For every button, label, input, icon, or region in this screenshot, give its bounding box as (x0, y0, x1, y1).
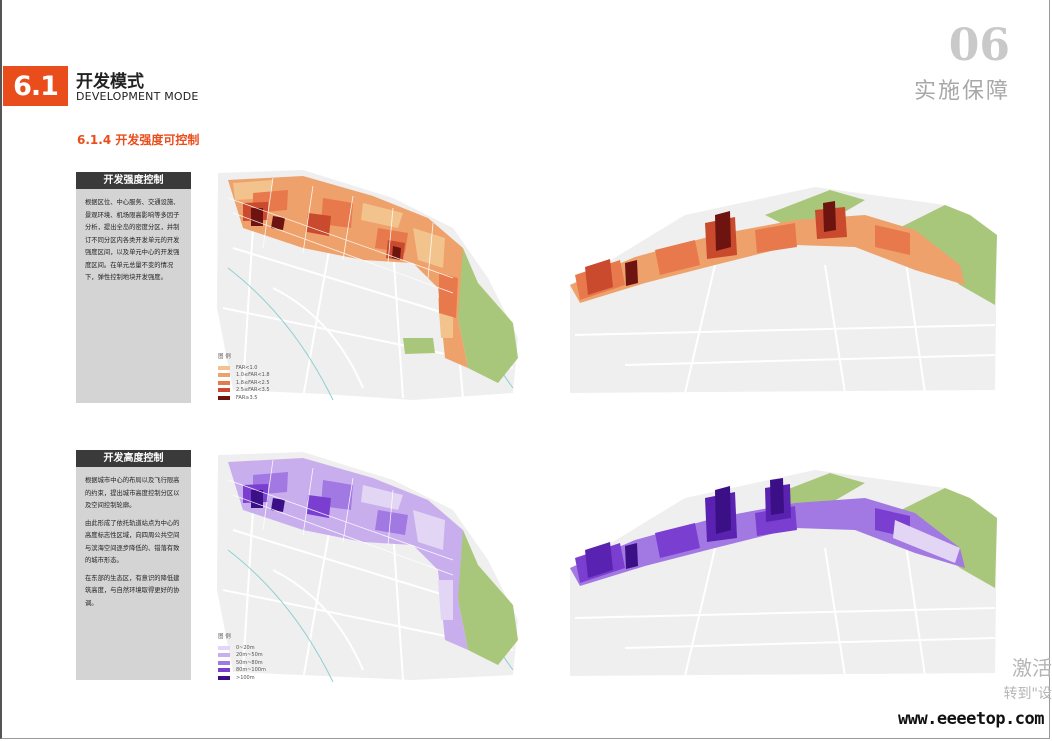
height-info-card: 开发高度控制 根据城市中心的布局以及飞行限高的约束，提出城市高度控制分区以及空间… (76, 450, 191, 680)
height-card-title: 开发高度控制 (76, 450, 191, 467)
legend-swatch (218, 388, 230, 393)
legend-label: 20m~50m (236, 652, 263, 659)
section-title: 开发模式 (76, 72, 144, 92)
intensity-paragraph: 根据区位、中心服务、交通设施、景观环境、机场限高影响等多因子分析，提出全岛的密度… (85, 199, 180, 281)
intensity-card-title: 开发强度控制 (76, 172, 191, 189)
legend-label: 80m~100m (236, 667, 266, 674)
legend-label: FAR≥3.5 (236, 394, 258, 401)
watermark-activate-text: 激活 (1012, 656, 1052, 680)
height-plan-map (213, 450, 528, 685)
legend-label: FAR<1.0 (236, 364, 258, 371)
height-3d-view (565, 458, 1005, 680)
legend-item: FAR≥3.5 (218, 394, 270, 402)
legend-swatch (218, 373, 230, 378)
height-paragraph: 根据城市中心的布局以及飞行限高的约束，提出城市高度控制分区以及空间控制轮廓。 (85, 477, 180, 509)
legend-item: 0~20m (218, 644, 266, 652)
chapter-number: 06 (948, 20, 1010, 71)
legend-swatch (218, 380, 230, 385)
legend-label: 0~20m (236, 644, 255, 651)
intensity-card-body: 根据区位、中心服务、交通设施、景观环境、机场限高影响等多因子分析，提出全岛的密度… (76, 189, 191, 296)
intensity-3d-view (565, 175, 1005, 397)
intensity-legend: 图 例 FAR<1.0 1.0≤FAR<1.8 1.8≤FAR<2.5 2.5≤… (218, 352, 270, 402)
legend-item: 2.5≤FAR<3.5 (218, 387, 270, 395)
legend-swatch (218, 645, 230, 650)
legend-label: 1.8≤FAR<2.5 (236, 379, 270, 386)
legend-swatch (218, 395, 230, 400)
height-3d-svg (570, 470, 997, 677)
legend-title: 图 例 (218, 354, 231, 360)
legend-swatch (218, 653, 230, 658)
height-paragraph: 在东部的生态区，有意识的降低建筑高度，与自然环境取得更好的协调。 (85, 574, 180, 607)
legend-label: >100m (236, 674, 255, 681)
legend-swatch (218, 675, 230, 680)
legend-swatch (218, 365, 230, 370)
height-paragraph: 由此形成了依托轨道站点为中心的高度标志性区域，向四周公共空间与滨海空间逐步降低的… (85, 519, 180, 565)
intensity-info-card: 开发强度控制 根据区位、中心服务、交通设施、景观环境、机场限高影响等多因子分析，… (76, 172, 191, 403)
chapter-title: 实施保障 (913, 79, 1010, 104)
intensity-plan-map (213, 168, 528, 408)
section-subtitle-en: DEVELOPMENT MODE (76, 90, 199, 103)
watermark-goto-text: 转到"设 (1003, 686, 1052, 702)
intensity-3d-svg (570, 187, 997, 394)
height-legend: 图 例 0~20m 20m~50m 50m~80m 80m~100m >100m (218, 632, 266, 682)
legend-item: >100m (218, 674, 266, 682)
legend-title: 图 例 (218, 634, 231, 640)
legend-item: 1.8≤FAR<2.5 (218, 379, 270, 387)
legend-label: 50m~80m (236, 659, 263, 666)
height-plan-svg (217, 452, 518, 683)
legend-swatch (218, 668, 230, 673)
legend-item: 80m~100m (218, 667, 266, 675)
subsection-title: 6.1.4 开发强度可控制 (77, 133, 200, 147)
legend-label: 1.0≤FAR<1.8 (236, 372, 270, 379)
legend-item: 20m~50m (218, 652, 266, 660)
legend-swatch (218, 660, 230, 665)
intensity-plan-svg (217, 170, 518, 401)
watermark-site-url: www.eeeetop.com (897, 709, 1045, 729)
height-card-body: 根据城市中心的布局以及飞行限高的约束，提出城市高度控制分区以及空间控制轮廓。 由… (76, 467, 191, 621)
legend-label: 2.5≤FAR<3.5 (236, 387, 270, 394)
legend-item: 1.0≤FAR<1.8 (218, 372, 270, 380)
legend-item: FAR<1.0 (218, 364, 270, 372)
legend-item: 50m~80m (218, 659, 266, 667)
section-number-badge: 6.1 (3, 66, 68, 106)
